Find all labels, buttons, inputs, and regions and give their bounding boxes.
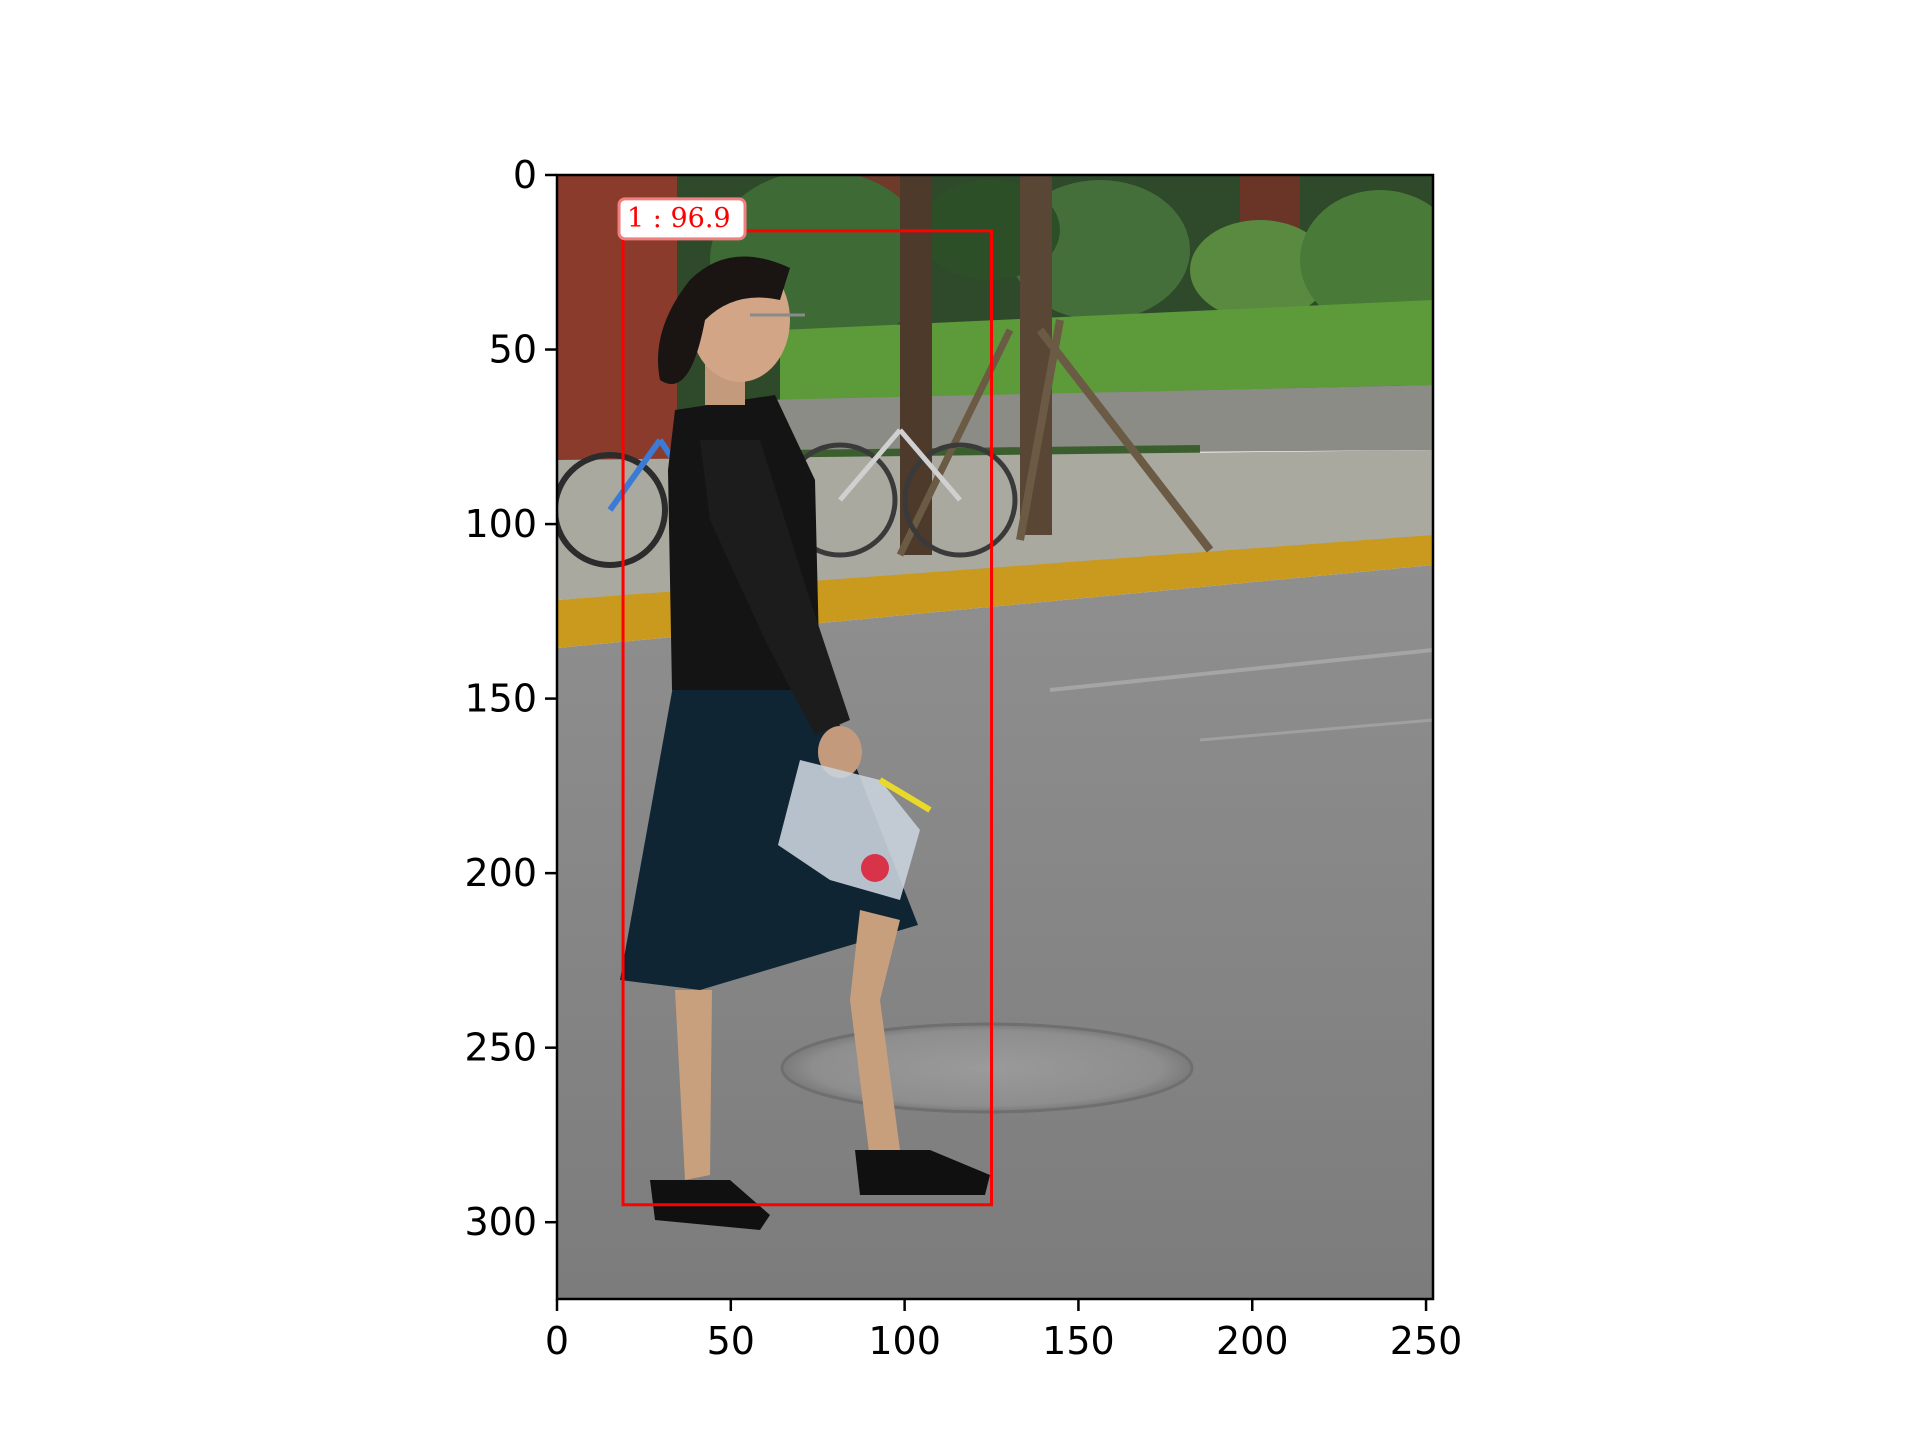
x-tick-label: 0	[545, 1319, 569, 1363]
y-tick-label: 250	[464, 1026, 537, 1070]
x-tick-label: 200	[1216, 1319, 1289, 1363]
detection-label-text: 1 : 96.9	[627, 203, 731, 234]
person	[620, 256, 990, 1230]
y-tick-label: 150	[464, 677, 537, 721]
manhole-cover	[780, 1022, 1194, 1114]
y-tick-label: 50	[489, 328, 537, 372]
x-tick-label: 150	[1042, 1319, 1115, 1363]
y-tick-label: 200	[464, 851, 537, 895]
photo	[557, 175, 1433, 1299]
y-axis: 0 50 100 150 200 250 300	[464, 153, 557, 1244]
y-tick-label: 100	[464, 502, 537, 546]
axes-frame	[555, 173, 1435, 1301]
y-tick-label: 300	[464, 1200, 537, 1244]
x-tick-label: 100	[868, 1319, 941, 1363]
x-axis: 0 50 100 150 200 250	[545, 1299, 1462, 1363]
x-tick-label: 50	[707, 1319, 755, 1363]
tree-trunk	[1020, 175, 1052, 535]
detection-box	[621, 229, 994, 1207]
lawn	[780, 300, 1433, 400]
detection-label: 1 : 96.9	[617, 197, 747, 241]
y-tick-label: 0	[513, 153, 537, 197]
x-tick-label: 250	[1390, 1319, 1463, 1363]
bicycle	[782, 428, 1018, 558]
